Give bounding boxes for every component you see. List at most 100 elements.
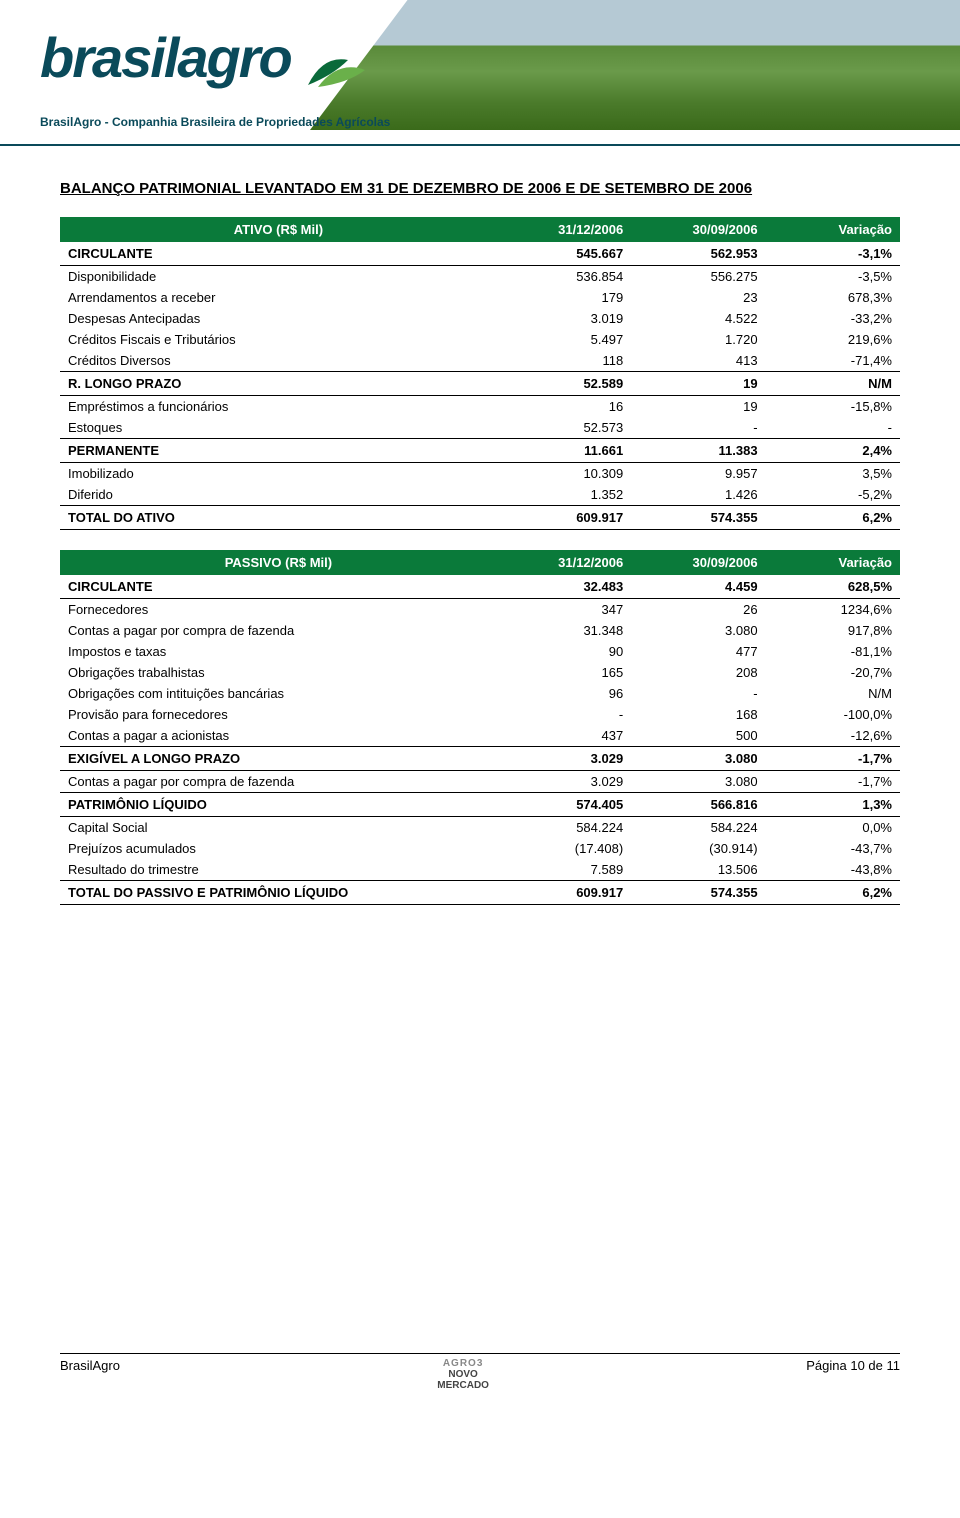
cell: Despesas Antecipadas <box>60 308 497 329</box>
cell: 96 <box>497 683 631 704</box>
cell: 11.383 <box>631 439 765 463</box>
data-row: Estoques52.573-- <box>60 417 900 439</box>
cell: 52.573 <box>497 417 631 439</box>
cell: 574.355 <box>631 506 765 530</box>
cell: 6,2% <box>766 881 900 905</box>
cell: 437 <box>497 725 631 747</box>
cell: 4.522 <box>631 308 765 329</box>
footer-agro3: AGRO3 <box>443 1358 484 1369</box>
cell: 90 <box>497 641 631 662</box>
cell: EXIGÍVEL A LONGO PRAZO <box>60 747 497 771</box>
section-row: CIRCULANTE545.667562.953-3,1% <box>60 242 900 266</box>
cell: Resultado do trimestre <box>60 859 497 881</box>
footer-right: Página 10 de 11 <box>806 1358 900 1373</box>
ativo-table: ATIVO (R$ Mil) 31/12/2006 30/09/2006 Var… <box>60 217 900 530</box>
cell: 52.589 <box>497 372 631 396</box>
cell: -100,0% <box>766 704 900 725</box>
cell: -3,1% <box>766 242 900 266</box>
header-subtitle: BrasilAgro - Companhia Brasileira de Pro… <box>40 115 390 129</box>
cell: 11.661 <box>497 439 631 463</box>
footer-mercado: MERCADO <box>437 1380 489 1391</box>
cell: Contas a pagar por compra de fazenda <box>60 771 497 793</box>
cell: 562.953 <box>631 242 765 266</box>
cell: 347 <box>497 599 631 621</box>
cell: 3,5% <box>766 463 900 485</box>
col-header: 30/09/2006 <box>631 550 765 575</box>
cell: N/M <box>766 372 900 396</box>
data-row: Obrigações com intituições bancárias96-N… <box>60 683 900 704</box>
cell: Créditos Diversos <box>60 350 497 372</box>
cell: Impostos e taxas <box>60 641 497 662</box>
cell: R. LONGO PRAZO <box>60 372 497 396</box>
cell: 536.854 <box>497 266 631 288</box>
cell: 1,3% <box>766 793 900 817</box>
col-header: 30/09/2006 <box>631 217 765 242</box>
cell: 208 <box>631 662 765 683</box>
cell: Empréstimos a funcionários <box>60 396 497 418</box>
cell: 545.667 <box>497 242 631 266</box>
col-header: 31/12/2006 <box>497 550 631 575</box>
spacer <box>0 965 960 1345</box>
section-row: R. LONGO PRAZO52.58919N/M <box>60 372 900 396</box>
cell: Créditos Fiscais e Tributários <box>60 329 497 350</box>
cell: 500 <box>631 725 765 747</box>
cell: 4.459 <box>631 575 765 599</box>
data-row: Créditos Diversos118413-71,4% <box>60 350 900 372</box>
cell: 3.029 <box>497 771 631 793</box>
col-header: Variação <box>766 217 900 242</box>
cell: -3,5% <box>766 266 900 288</box>
cell: - <box>631 417 765 439</box>
cell: 19 <box>631 372 765 396</box>
cell: N/M <box>766 683 900 704</box>
header-field-image <box>310 0 960 130</box>
col-header: PASSIVO (R$ Mil) <box>60 550 497 575</box>
cell: CIRCULANTE <box>60 575 497 599</box>
cell: 1234,6% <box>766 599 900 621</box>
data-row: Fornecedores347261234,6% <box>60 599 900 621</box>
cell: - <box>766 417 900 439</box>
cell: 413 <box>631 350 765 372</box>
cell: -15,8% <box>766 396 900 418</box>
passivo-header: PASSIVO (R$ Mil) 31/12/2006 30/09/2006 V… <box>60 550 900 575</box>
cell: 1.426 <box>631 484 765 506</box>
cell: 678,3% <box>766 287 900 308</box>
cell: Diferido <box>60 484 497 506</box>
cell: PERMANENTE <box>60 439 497 463</box>
data-row: Contas a pagar por compra de fazenda31.3… <box>60 620 900 641</box>
content: BALANÇO PATRIMONIAL LEVANTADO EM 31 DE D… <box>0 170 960 965</box>
cell: -71,4% <box>766 350 900 372</box>
cell: PATRIMÔNIO LÍQUIDO <box>60 793 497 817</box>
cell: -5,2% <box>766 484 900 506</box>
cell: -1,7% <box>766 771 900 793</box>
cell: 609.917 <box>497 881 631 905</box>
cell: Imobilizado <box>60 463 497 485</box>
cell: Obrigações trabalhistas <box>60 662 497 683</box>
cell: Fornecedores <box>60 599 497 621</box>
cell: 31.348 <box>497 620 631 641</box>
cell: TOTAL DO PASSIVO E PATRIMÔNIO LÍQUIDO <box>60 881 497 905</box>
data-row: Arrendamentos a receber17923678,3% <box>60 287 900 308</box>
cell: Contas a pagar a acionistas <box>60 725 497 747</box>
section-row: PERMANENTE11.66111.3832,4% <box>60 439 900 463</box>
cell: 2,4% <box>766 439 900 463</box>
cell: CIRCULANTE <box>60 242 497 266</box>
cell: 609.917 <box>497 506 631 530</box>
col-header: 31/12/2006 <box>497 217 631 242</box>
total-row: TOTAL DO PASSIVO E PATRIMÔNIO LÍQUIDO609… <box>60 881 900 905</box>
data-row: Imobilizado10.3099.9573,5% <box>60 463 900 485</box>
section-row: EXIGÍVEL A LONGO PRAZO3.0293.080-1,7% <box>60 747 900 771</box>
cell: 0,0% <box>766 817 900 839</box>
data-row: Resultado do trimestre7.58913.506-43,8% <box>60 859 900 881</box>
cell: 5.497 <box>497 329 631 350</box>
logo-text: brasilagro <box>40 26 291 89</box>
cell: 118 <box>497 350 631 372</box>
cell: 23 <box>631 287 765 308</box>
cell: 3.019 <box>497 308 631 329</box>
data-row: Disponibilidade536.854556.275-3,5% <box>60 266 900 288</box>
cell: 1.720 <box>631 329 765 350</box>
cell: (30.914) <box>631 838 765 859</box>
cell: 16 <box>497 396 631 418</box>
cell: 9.957 <box>631 463 765 485</box>
cell: -12,6% <box>766 725 900 747</box>
cell: 1.352 <box>497 484 631 506</box>
